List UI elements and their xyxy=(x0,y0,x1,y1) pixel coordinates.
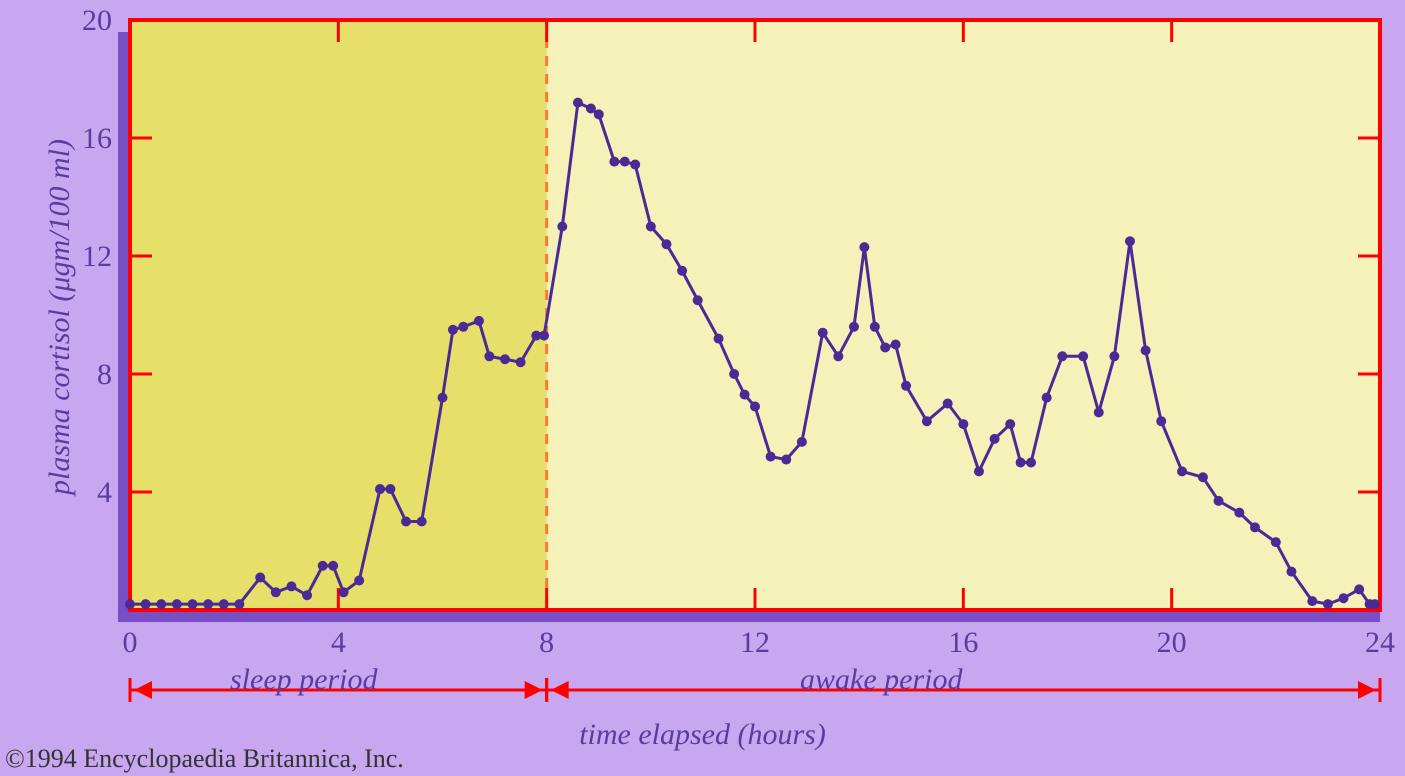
chart-container: 4 8 12 16 20 0 4 8 12 16 20 24 plasma cortisol (μgm… xyxy=(0,0,1405,776)
svg-text:16: 16 xyxy=(948,626,978,659)
svg-text:12: 12 xyxy=(740,626,770,659)
svg-text:4: 4 xyxy=(331,626,346,659)
svg-text:20: 20 xyxy=(82,4,112,37)
svg-text:20: 20 xyxy=(1157,626,1187,659)
chart-svg: 4 8 12 16 20 0 4 8 12 16 20 24 xyxy=(0,0,1405,776)
sleep-period-label: sleep period xyxy=(230,663,377,697)
svg-text:12: 12 xyxy=(82,240,112,273)
svg-text:24: 24 xyxy=(1365,626,1395,659)
svg-text:8: 8 xyxy=(539,626,554,659)
svg-text:8: 8 xyxy=(97,358,112,391)
svg-text:16: 16 xyxy=(82,122,112,155)
y-axis-label: plasma cortisol (μgm/100 ml) xyxy=(43,117,77,517)
awake-period-label: awake period xyxy=(800,663,962,697)
svg-text:4: 4 xyxy=(97,476,112,509)
copyright-text: ©1994 Encyclopaedia Britannica, Inc. xyxy=(5,744,404,774)
svg-text:0: 0 xyxy=(123,626,138,659)
